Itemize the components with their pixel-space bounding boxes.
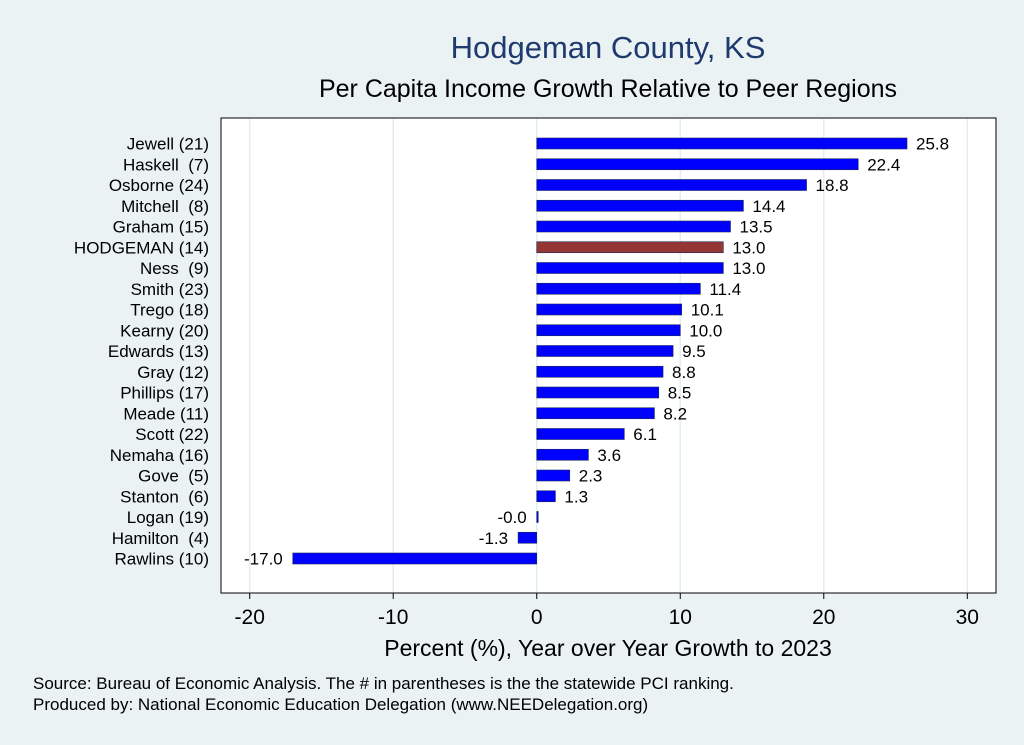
value-label: 3.6 — [597, 446, 621, 465]
x-tick-label: 10 — [669, 606, 692, 629]
value-label: 8.8 — [672, 363, 696, 382]
category-label: Scott (22) — [135, 425, 209, 444]
category-label: Graham (15) — [113, 218, 209, 237]
value-label: 10.0 — [689, 321, 722, 340]
value-label: 8.5 — [668, 384, 692, 403]
source-note: Source: Bureau of Economic Analysis. The… — [33, 674, 734, 693]
value-label: 18.8 — [816, 176, 849, 195]
category-label: Gove (5) — [138, 467, 209, 486]
category-label: Stanton (6) — [120, 487, 209, 506]
bar — [536, 365, 664, 378]
produced-by-note: Produced by: National Economic Education… — [33, 695, 648, 714]
category-label: Meade (11) — [123, 404, 209, 423]
bar — [536, 179, 807, 191]
value-label: -0.0 — [497, 508, 526, 527]
bar — [536, 511, 539, 523]
category-label: Trego (18) — [130, 301, 209, 320]
x-tick-label: 20 — [812, 606, 835, 629]
value-label: 9.5 — [682, 342, 706, 361]
category-label: Rawlins (10) — [115, 550, 209, 569]
bar — [536, 282, 701, 295]
value-label: 10.1 — [691, 301, 724, 320]
category-label: Hamilton (4) — [112, 529, 209, 548]
bar — [536, 448, 589, 461]
x-tick-label: 30 — [956, 606, 979, 629]
category-label: Gray (12) — [137, 363, 209, 382]
x-tick-label: -10 — [378, 606, 408, 629]
category-label: Logan (19) — [127, 508, 209, 527]
bar — [536, 386, 660, 399]
bars — [292, 137, 908, 565]
category-label: Phillips (17) — [120, 384, 209, 403]
value-label: 2.3 — [579, 467, 603, 486]
value-label: 1.3 — [564, 487, 588, 506]
category-label: Osborne (24) — [109, 176, 209, 195]
value-label: 13.0 — [732, 259, 765, 278]
bar — [536, 158, 859, 171]
bar — [536, 262, 724, 274]
category-label: Kearny (20) — [120, 321, 209, 340]
bar — [536, 303, 682, 316]
bar — [536, 469, 571, 482]
bar — [536, 407, 655, 420]
value-label: 25.8 — [916, 135, 949, 154]
bar — [536, 137, 908, 150]
category-label: Ness (9) — [140, 259, 209, 278]
category-labels: Jewell (21)Haskell (7) Osborne (24) Mitche… — [74, 135, 209, 569]
value-label: 22.4 — [867, 155, 900, 174]
category-label: HODGEMAN (14) — [74, 238, 209, 257]
bar — [536, 490, 556, 503]
bar — [536, 324, 681, 337]
bar — [536, 220, 731, 233]
value-label: 6.1 — [633, 425, 657, 444]
category-label: Edwards (13) — [108, 342, 209, 361]
chart-subtitle: Per Capita Income Growth Relative to Pee… — [319, 75, 897, 103]
value-label: 11.4 — [709, 280, 741, 299]
gridlines — [248, 119, 969, 592]
bar — [517, 531, 538, 544]
category-label: Smith (23) — [131, 280, 209, 299]
bar — [536, 345, 674, 357]
x-tick-label: -20 — [235, 606, 265, 629]
category-label: Haskell (7) — [123, 155, 209, 174]
chart-title: Hodgeman County, KS — [451, 30, 766, 65]
value-label: 13.0 — [732, 238, 765, 257]
value-label: 8.2 — [663, 404, 687, 423]
x-tick-label: 0 — [531, 606, 543, 629]
value-label: -1.3 — [479, 529, 508, 548]
bar — [292, 552, 538, 565]
value-label: 13.5 — [739, 218, 772, 237]
bar — [536, 428, 625, 440]
x-axis-ticks: -20 -10 0 10 20 30 — [235, 593, 979, 629]
value-labels: 25.822.418.814.413.513.013.011.410.110.0… — [244, 135, 949, 569]
category-label: Nemaha (16) — [110, 446, 209, 465]
value-label: 14.4 — [752, 197, 785, 216]
bar-highlight — [536, 241, 724, 254]
category-label: Jewell (21) — [127, 135, 209, 154]
x-axis-label: Percent (%), Year over Year Growth to 20… — [384, 635, 832, 661]
value-label: -17.0 — [244, 550, 283, 569]
category-label: Mitchell (8) — [121, 197, 209, 216]
bar — [536, 199, 744, 212]
